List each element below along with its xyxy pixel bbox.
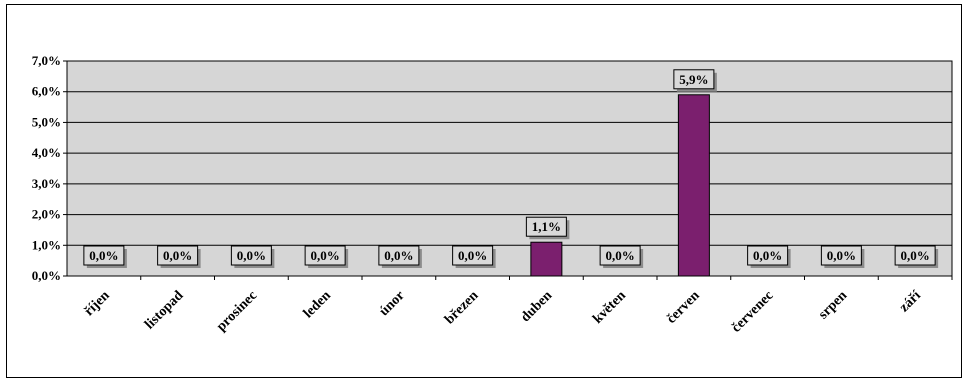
data-label-box <box>673 69 715 90</box>
data-label: 0,0% <box>157 245 201 268</box>
data-label-box <box>452 245 494 266</box>
y-tick-label: 7,0% <box>32 53 61 68</box>
x-tick-label: říjen <box>82 288 113 319</box>
data-label-box <box>304 245 346 266</box>
y-tick-label: 0,0% <box>32 268 61 283</box>
y-tick-label: 1,0% <box>32 237 61 252</box>
x-tick-label: březen <box>442 288 481 327</box>
data-label: 0,0% <box>378 245 422 268</box>
data-label: 0,0% <box>452 245 496 268</box>
data-label: 5,9% <box>673 69 717 92</box>
data-label-text: 0,0% <box>458 248 487 263</box>
y-tick-label: 5,0% <box>32 114 61 129</box>
data-label-box <box>820 245 862 266</box>
data-label: 1,1% <box>525 216 570 240</box>
x-tick-label: leden <box>301 288 334 321</box>
data-label: 0,0% <box>820 245 865 268</box>
data-label-text: 0,0% <box>384 248 413 263</box>
data-label-text: 0,0% <box>606 248 635 263</box>
y-tick-label: 6,0% <box>32 84 61 99</box>
data-label-text: 1,1% <box>532 219 561 234</box>
x-tick-label: červen <box>664 288 703 327</box>
data-label-box <box>599 245 641 266</box>
y-axis: 0,0% 1,0% 2,0% 3,0% 4,0% 5,0% 6,0% 7,0% <box>32 53 68 283</box>
data-label-text: 0,0% <box>237 248 266 263</box>
bar <box>677 94 710 277</box>
bars <box>530 94 710 277</box>
y-tick-label: 2,0% <box>32 207 61 222</box>
data-label-box <box>894 245 936 266</box>
x-tick-label: červenec <box>729 288 776 335</box>
data-label: 0,0% <box>894 245 939 268</box>
x-tick-label: srpen <box>816 288 850 322</box>
data-label-box <box>747 245 789 266</box>
data-labels: 0,0% 0,0% 0,0% 0,0% 0,0% 0,0% 1,1% 0,0% 5,9% 0,0%… <box>83 69 939 268</box>
x-tick-label: květen <box>590 288 629 327</box>
data-label: 0,0% <box>83 245 127 268</box>
data-label-box <box>83 245 125 266</box>
y-tick-label: 4,0% <box>32 145 61 160</box>
x-tick-label: duben <box>518 288 555 325</box>
x-tick-label: únor <box>377 288 408 319</box>
data-label: 0,0% <box>230 245 275 268</box>
data-label-text: 0,0% <box>753 248 782 263</box>
data-label-text: 0,0% <box>311 248 340 263</box>
bar <box>530 241 563 277</box>
data-label: 0,0% <box>599 245 644 268</box>
plot-area <box>66 60 953 277</box>
data-label-text: 0,0% <box>163 248 192 263</box>
data-label-box <box>378 245 420 266</box>
x-tick-label: listopad <box>142 288 186 332</box>
x-tick-label: září <box>897 287 925 315</box>
data-label: 0,0% <box>747 245 791 268</box>
data-label-text: 5,9% <box>679 72 708 87</box>
data-label-text: 0,0% <box>827 248 856 263</box>
x-tick-label: prosinec <box>214 288 260 334</box>
data-label-text: 0,0% <box>901 248 930 263</box>
data-label: 0,0% <box>304 245 349 268</box>
data-label-text: 0,0% <box>89 248 118 263</box>
data-label-box <box>230 245 272 266</box>
data-label-box <box>157 245 199 266</box>
x-axis: říjen listopad prosinec leden únor březen dube… <box>82 276 953 336</box>
y-tick-label: 3,0% <box>32 176 61 191</box>
data-label-box <box>525 216 567 237</box>
